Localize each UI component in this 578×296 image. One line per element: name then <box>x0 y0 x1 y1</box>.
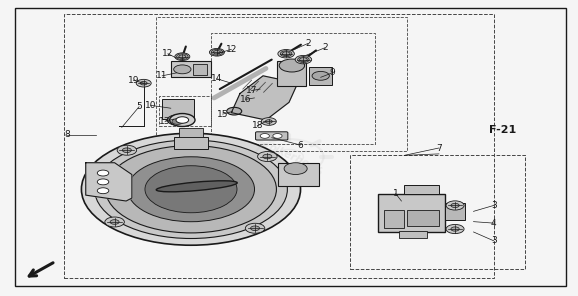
Text: 7: 7 <box>436 144 442 152</box>
Circle shape <box>213 51 220 54</box>
Text: 17: 17 <box>246 86 257 95</box>
Circle shape <box>446 201 464 210</box>
Bar <box>173 137 208 149</box>
Circle shape <box>176 54 188 59</box>
Text: 10: 10 <box>145 101 157 110</box>
Circle shape <box>258 152 277 162</box>
Text: 19: 19 <box>128 76 139 85</box>
Bar <box>277 61 306 86</box>
Bar <box>399 231 427 238</box>
Circle shape <box>245 223 265 233</box>
Circle shape <box>284 163 307 175</box>
Circle shape <box>250 226 260 231</box>
Bar <box>309 67 332 85</box>
Text: 5: 5 <box>136 102 142 111</box>
Bar <box>407 210 439 226</box>
Bar <box>157 17 407 151</box>
Circle shape <box>282 52 290 56</box>
Circle shape <box>263 154 272 159</box>
Circle shape <box>260 133 269 138</box>
Circle shape <box>172 118 183 124</box>
Circle shape <box>140 81 147 85</box>
Circle shape <box>176 117 188 123</box>
Circle shape <box>110 220 119 224</box>
Circle shape <box>312 71 329 80</box>
Text: 4: 4 <box>491 219 497 228</box>
Circle shape <box>97 179 109 185</box>
Text: 16: 16 <box>240 95 251 104</box>
Circle shape <box>265 120 272 123</box>
Text: 3: 3 <box>491 236 497 245</box>
Circle shape <box>451 203 459 207</box>
Circle shape <box>173 65 191 74</box>
Bar <box>179 128 202 137</box>
Circle shape <box>261 118 276 125</box>
Circle shape <box>81 133 301 245</box>
Text: 9: 9 <box>329 68 335 77</box>
Bar <box>384 210 405 228</box>
Circle shape <box>446 224 464 234</box>
Text: 8: 8 <box>64 130 70 139</box>
Text: 13: 13 <box>160 117 171 126</box>
Circle shape <box>175 53 190 60</box>
Circle shape <box>278 49 294 58</box>
Circle shape <box>298 57 309 62</box>
Text: F-21: F-21 <box>489 125 516 135</box>
Bar <box>379 194 444 232</box>
FancyBboxPatch shape <box>255 132 288 140</box>
Circle shape <box>95 140 287 239</box>
Circle shape <box>136 79 151 87</box>
Text: 15: 15 <box>217 110 228 119</box>
Bar <box>162 99 194 118</box>
Circle shape <box>168 115 188 125</box>
Circle shape <box>451 227 459 231</box>
Circle shape <box>145 166 237 213</box>
Circle shape <box>280 51 292 57</box>
Polygon shape <box>86 163 132 201</box>
Text: 18: 18 <box>251 121 263 131</box>
Text: 12: 12 <box>162 49 173 58</box>
Text: 2: 2 <box>322 43 328 52</box>
Circle shape <box>117 145 136 155</box>
Polygon shape <box>231 76 298 120</box>
Text: 2: 2 <box>305 39 311 48</box>
Bar <box>444 202 465 220</box>
Circle shape <box>279 59 305 72</box>
Text: 1: 1 <box>393 189 399 198</box>
Bar <box>171 61 211 77</box>
Circle shape <box>273 133 282 138</box>
Text: 3: 3 <box>491 201 497 210</box>
Circle shape <box>105 217 124 227</box>
Bar <box>350 155 525 269</box>
Circle shape <box>127 157 254 222</box>
Circle shape <box>299 58 307 62</box>
Bar <box>192 64 207 75</box>
Bar <box>405 185 439 194</box>
Circle shape <box>227 107 242 115</box>
Bar <box>211 33 376 144</box>
Circle shape <box>97 170 109 176</box>
Circle shape <box>179 55 186 58</box>
Circle shape <box>169 114 195 126</box>
Circle shape <box>106 146 276 233</box>
Text: 14: 14 <box>211 74 223 83</box>
Bar <box>64 14 494 278</box>
Circle shape <box>209 49 224 56</box>
Text: 6: 6 <box>298 141 303 149</box>
Bar <box>279 163 318 186</box>
Circle shape <box>123 148 131 152</box>
Circle shape <box>211 49 223 55</box>
Text: bikerbook: bikerbook <box>266 141 323 175</box>
Text: 12: 12 <box>225 45 237 54</box>
Ellipse shape <box>156 181 237 192</box>
Text: 11: 11 <box>157 71 168 80</box>
Bar <box>160 96 211 126</box>
Circle shape <box>295 55 312 64</box>
Circle shape <box>97 188 109 194</box>
